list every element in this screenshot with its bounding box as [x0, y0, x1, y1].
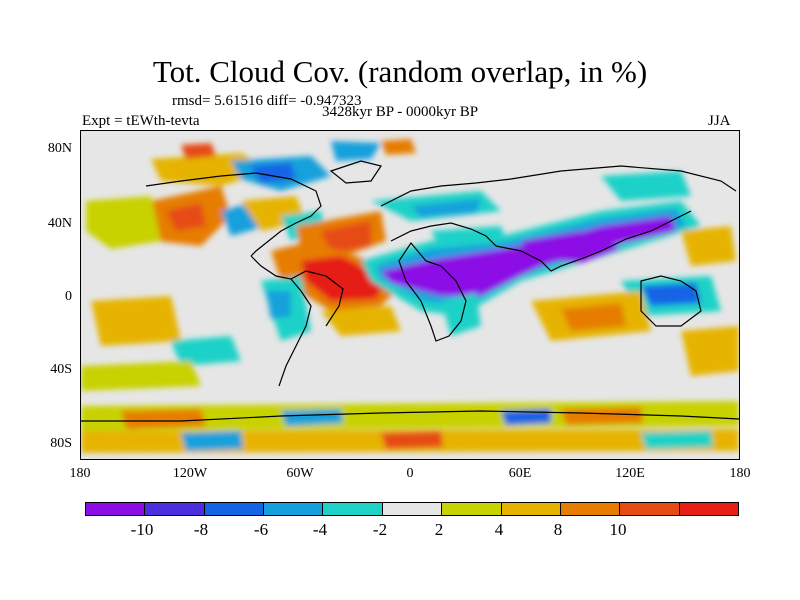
colorbar-box — [501, 503, 561, 515]
colorbar-box — [323, 503, 383, 515]
anomaly-blob — [166, 203, 206, 231]
colorbar-label: -8 — [193, 520, 209, 539]
colorbar-box — [560, 503, 621, 515]
anomaly-blob — [301, 256, 386, 301]
colorbar-box — [204, 503, 265, 515]
colorbar-box — [620, 503, 680, 515]
anomaly-blob — [381, 431, 443, 449]
colorbar-box — [145, 503, 205, 515]
lat-tick-label: 40N — [47, 216, 72, 231]
lon-tick-label: 0 — [406, 466, 414, 481]
lat-tick-label: 80S — [50, 436, 72, 451]
anomaly-blob — [441, 293, 481, 336]
colorbar-label: 8 — [553, 520, 563, 539]
colorbar-label: -10 — [130, 520, 154, 539]
colorbar-label: 10 — [609, 520, 627, 539]
season-label: JJA — [708, 113, 731, 129]
anomaly-blob — [501, 409, 551, 425]
anomaly-blob — [171, 336, 241, 366]
colorbar-label: -4 — [312, 520, 328, 539]
anomaly-blob — [681, 326, 739, 376]
lon-tick-label: 180 — [729, 466, 751, 481]
colorbar-label: -2 — [372, 520, 388, 539]
rmsd-diff-stats: rmsd= 5.61516 diff= -0.947323 — [172, 93, 362, 109]
anomaly-blob — [381, 216, 676, 296]
lon-tick-label: 60W — [286, 466, 314, 481]
anomaly-blob — [681, 226, 736, 266]
colorbar-box — [86, 503, 146, 515]
anomaly-blob — [181, 431, 243, 451]
coastlines — [81, 160, 739, 422]
colorbar-label: 4 — [494, 520, 504, 539]
colorbar-box — [442, 503, 502, 515]
anomaly-blob — [561, 407, 643, 425]
colorbar — [85, 502, 739, 516]
colorbar-label: -6 — [253, 520, 269, 539]
experiment-label: Expt = tEWth-tevta — [82, 113, 200, 129]
anomaly-blob — [381, 139, 416, 155]
anomaly-blob — [321, 306, 401, 336]
colorbar-box — [679, 503, 738, 515]
lon-tick-label: 180 — [69, 466, 91, 481]
anomaly-blob — [86, 196, 161, 249]
anomaly-blob — [181, 143, 216, 159]
colorbar-label: 2 — [434, 520, 444, 539]
anomaly-blob — [121, 409, 206, 429]
lat-tick-label: 0 — [65, 289, 72, 304]
colorbar-box — [382, 503, 443, 515]
lat-tick-label: 80N — [47, 141, 72, 156]
map-title: Tot. Cloud Cov. (random overlap, in %) — [152, 54, 648, 89]
anomaly-blob — [561, 303, 626, 331]
anomaly-blob — [641, 431, 713, 449]
anomaly-blob — [281, 409, 343, 426]
anomaly-blob — [331, 141, 381, 161]
lon-tick-label: 60E — [508, 466, 532, 481]
lon-tick-label: 120E — [615, 466, 645, 481]
anomaly-map — [81, 139, 739, 453]
anomaly-blob — [91, 296, 181, 346]
anomaly-blob — [601, 171, 691, 201]
anomaly-blob — [266, 291, 291, 319]
anomaly-blob — [411, 199, 481, 217]
lat-tick-label: 40S — [50, 362, 72, 377]
anomaly-blob — [321, 221, 371, 253]
anomaly-blob — [641, 283, 701, 306]
map-plot-area — [80, 130, 740, 460]
period-label: 3428kyr BP - 0000kyr BP — [322, 104, 479, 120]
anomaly-blob — [521, 231, 621, 263]
lon-tick-label: 120W — [172, 466, 208, 481]
anomaly-blob — [81, 361, 201, 391]
colorbar-box — [264, 503, 324, 515]
